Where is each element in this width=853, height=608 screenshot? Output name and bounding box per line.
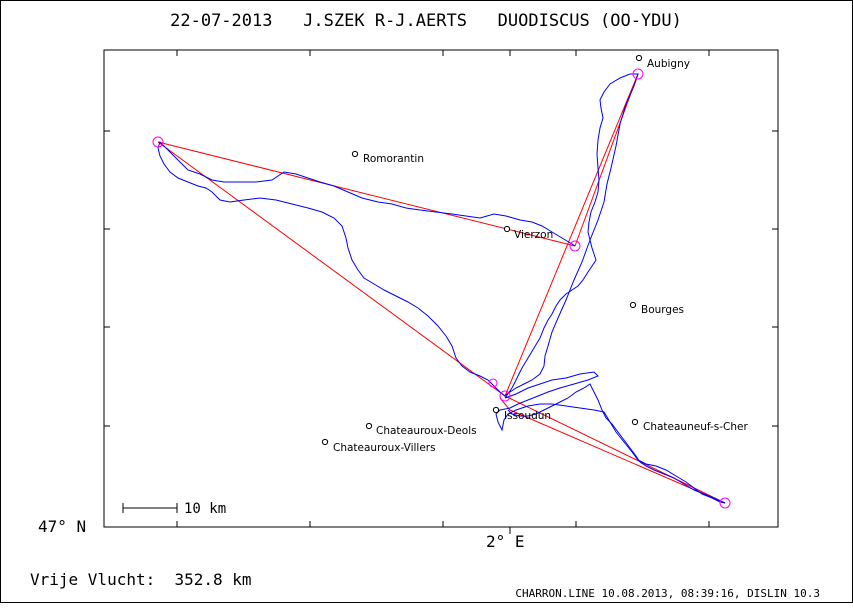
town-marker-icon <box>635 54 643 62</box>
town-marker-icon <box>631 418 639 426</box>
track-segment <box>495 371 726 504</box>
scale-bar-label: 10 km <box>184 501 226 517</box>
town-vierzon: Vierzon <box>503 225 553 241</box>
turnpoint-marker <box>152 136 164 148</box>
turnpoints <box>152 68 731 509</box>
map-title: 22-07-2013 J.SZEK R-J.AERTS DUODISCUS (O… <box>170 11 682 31</box>
town-label: Chateauroux-Deols <box>376 425 477 437</box>
town-aubigny: Aubigny <box>635 54 690 70</box>
task-leg <box>504 73 639 397</box>
town-label: Chateauroux-Villers <box>333 442 436 454</box>
town-label: Romorantin <box>363 153 424 165</box>
town-chateauneuf-s-cher: Chateauneuf-s-Cher <box>631 418 748 433</box>
town-marker-icon <box>503 225 511 233</box>
task-lines <box>157 73 726 504</box>
longitude-label: 2° E <box>486 532 525 551</box>
town-marker-icon <box>492 406 500 414</box>
town-label: Issoudun <box>504 410 551 422</box>
town-label: Aubigny <box>647 58 690 70</box>
turnpoint-marker <box>488 378 498 388</box>
latitude-label: 47° N <box>38 517 86 536</box>
towns: Aubigny Romorantin Vierzon Bourges Issou… <box>321 54 748 454</box>
town-chateauroux-deols: Chateauroux-Deols <box>365 422 477 437</box>
software-credit: CHARRON.LINE 10.08.2013, 08:39:16, DISLI… <box>515 587 820 600</box>
town-marker-icon <box>629 301 637 309</box>
town-label: Chateauneuf-s-Cher <box>643 421 748 433</box>
flight-track <box>157 73 726 504</box>
task-leg <box>574 73 639 247</box>
town-label: Vierzon <box>514 229 553 241</box>
task-leg <box>157 141 506 397</box>
town-chateauroux-villers: Chateauroux-Villers <box>321 438 436 454</box>
map-frame <box>103 49 779 528</box>
town-issoudun: Issoudun <box>492 406 551 422</box>
town-romorantin: Romorantin <box>351 150 424 165</box>
turnpoint-marker <box>719 497 731 509</box>
flight-distance-label: Vrije Vlucht: 352.8 km <box>30 570 252 589</box>
track-segment <box>503 73 639 399</box>
turnpoint-marker <box>569 240 581 252</box>
task-leg <box>504 395 726 504</box>
map-ticks <box>104 50 778 534</box>
town-marker-icon <box>321 438 329 446</box>
town-marker-icon <box>365 422 373 430</box>
town-bourges: Bourges <box>629 301 684 316</box>
turnpoint-marker <box>632 68 644 80</box>
town-label: Bourges <box>641 304 684 316</box>
town-marker-icon <box>351 150 359 158</box>
track-segment <box>507 383 726 504</box>
turnpoint-marker <box>499 390 511 402</box>
scale-bar: 10 km <box>122 501 226 517</box>
track-segment <box>157 141 576 397</box>
